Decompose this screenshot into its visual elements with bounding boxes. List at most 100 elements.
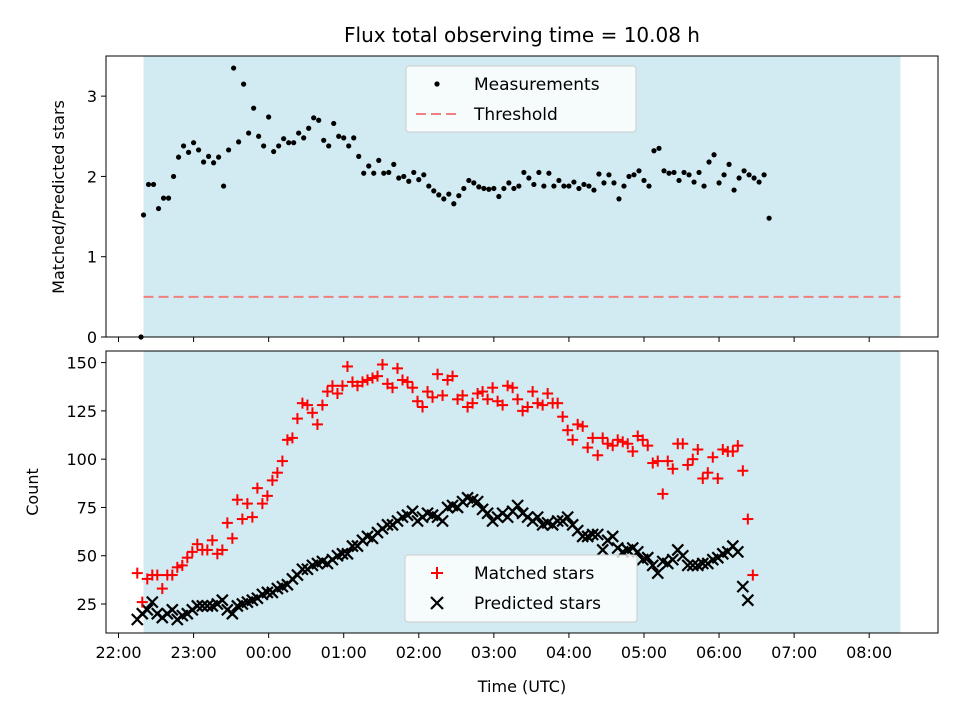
predicted-star-point <box>641 551 655 564</box>
bottom-x-ticks: 22:00 23:00 00:00 01:00 02:00 03:00 04:00 05:00… <box>95 633 892 662</box>
predicted-star-point <box>586 528 599 541</box>
matched-star-point <box>677 438 689 450</box>
matched-star-point <box>572 418 584 430</box>
measurement-point <box>736 175 742 181</box>
measurement-point <box>431 188 437 194</box>
predicted-star-point <box>471 495 484 508</box>
matched-star-point <box>366 372 378 384</box>
matched-star-point <box>637 434 649 446</box>
matched-star-point <box>226 532 238 544</box>
matched-star-point <box>557 411 569 423</box>
matched-star-point <box>642 440 654 452</box>
measurement-point <box>281 136 287 142</box>
measurement-point <box>261 143 267 149</box>
matched-star-point <box>707 451 719 463</box>
x-tick-label: 23:00 <box>171 643 217 662</box>
matched-star-point <box>697 472 709 484</box>
matched-star-point <box>181 552 193 564</box>
predicted-star-point <box>166 603 179 617</box>
measurement-point <box>356 153 362 159</box>
matched-star-point <box>597 432 609 444</box>
measurement-point <box>436 192 442 198</box>
measurement-point <box>296 130 302 136</box>
matched-star-point <box>747 569 759 581</box>
matched-star-point <box>281 434 293 446</box>
bottom-legend-box <box>404 554 638 623</box>
measurement-point <box>351 135 357 141</box>
top-legend: Measurements Threshold <box>405 65 637 133</box>
measurement-point <box>766 215 772 221</box>
matched-star-point <box>607 440 619 452</box>
measurement-point <box>381 170 387 176</box>
measurement-point <box>155 205 162 212</box>
matched-star-point <box>131 567 143 579</box>
matched-star-point <box>652 455 664 467</box>
matched-star-point <box>472 387 484 399</box>
measurement-point <box>711 152 717 158</box>
matched-star-point <box>136 596 148 608</box>
legend-measurements-label: Measurements <box>474 75 600 95</box>
matched-star-point <box>542 387 554 399</box>
matched-star-point <box>296 397 308 409</box>
measurement-point <box>621 183 627 189</box>
matched-star-point <box>617 436 629 448</box>
matched-star-point <box>532 397 544 409</box>
measurement-point <box>496 193 502 200</box>
predicted-star-point <box>226 607 239 620</box>
chart-title: Flux total observing time = 10.08 h <box>344 23 700 47</box>
measurement-point <box>321 137 327 143</box>
matched-star-point <box>276 455 288 467</box>
measurement-point <box>236 139 242 145</box>
predicted-star-point <box>596 543 609 557</box>
measurement-point <box>291 140 297 146</box>
legend-matched-label: Matched stars <box>474 564 594 584</box>
measurement-point <box>721 172 727 178</box>
top-x-ticks <box>118 337 870 342</box>
matched-star-point <box>512 393 524 405</box>
measurement-point <box>456 193 462 199</box>
matched-star-point <box>737 465 749 477</box>
matched-star-point <box>241 498 253 510</box>
measurement-point <box>256 133 262 139</box>
x-tick-label: 04:00 <box>546 643 592 662</box>
measurement-point <box>271 148 277 155</box>
measurement-point <box>316 117 322 123</box>
measurement-point <box>611 180 617 186</box>
measurement-point <box>341 135 347 141</box>
measurement-point <box>686 172 692 178</box>
measurement-point <box>716 180 722 186</box>
matched-star-point <box>447 370 459 382</box>
y-tick-label: 2 <box>87 167 97 186</box>
top-axes-frame <box>105 55 939 338</box>
matched-star-point <box>371 370 383 382</box>
matched-star-point <box>602 438 614 450</box>
matched-star-point <box>687 453 699 465</box>
measurement-point <box>631 172 637 178</box>
matched-star-point <box>286 432 298 444</box>
predicted-stars-points <box>131 491 755 626</box>
predicted-star-point <box>676 549 690 563</box>
measurement-point <box>216 154 222 160</box>
matched-star-point <box>527 386 539 398</box>
measurement-point <box>636 168 642 174</box>
measurement-point <box>266 114 272 120</box>
matched-star-point <box>417 401 429 413</box>
measurement-point <box>701 183 707 189</box>
measurement-point <box>391 161 397 167</box>
measurement-point <box>476 184 482 190</box>
measurement-point <box>165 195 172 201</box>
measurement-point <box>651 148 657 154</box>
matched-star-point <box>567 434 579 446</box>
measurement-point <box>526 175 532 181</box>
measurement-point <box>566 183 572 189</box>
measurement-point <box>511 185 517 192</box>
measurement-point <box>241 81 247 87</box>
matched-star-point <box>392 362 404 374</box>
predicted-star-point <box>681 559 695 572</box>
predicted-star-point <box>646 559 660 572</box>
matched-star-point <box>336 380 348 392</box>
measurement-point <box>531 181 537 188</box>
matched-star-point <box>727 445 739 457</box>
predicted-star-point <box>741 593 755 607</box>
matched-star-point <box>206 534 218 546</box>
